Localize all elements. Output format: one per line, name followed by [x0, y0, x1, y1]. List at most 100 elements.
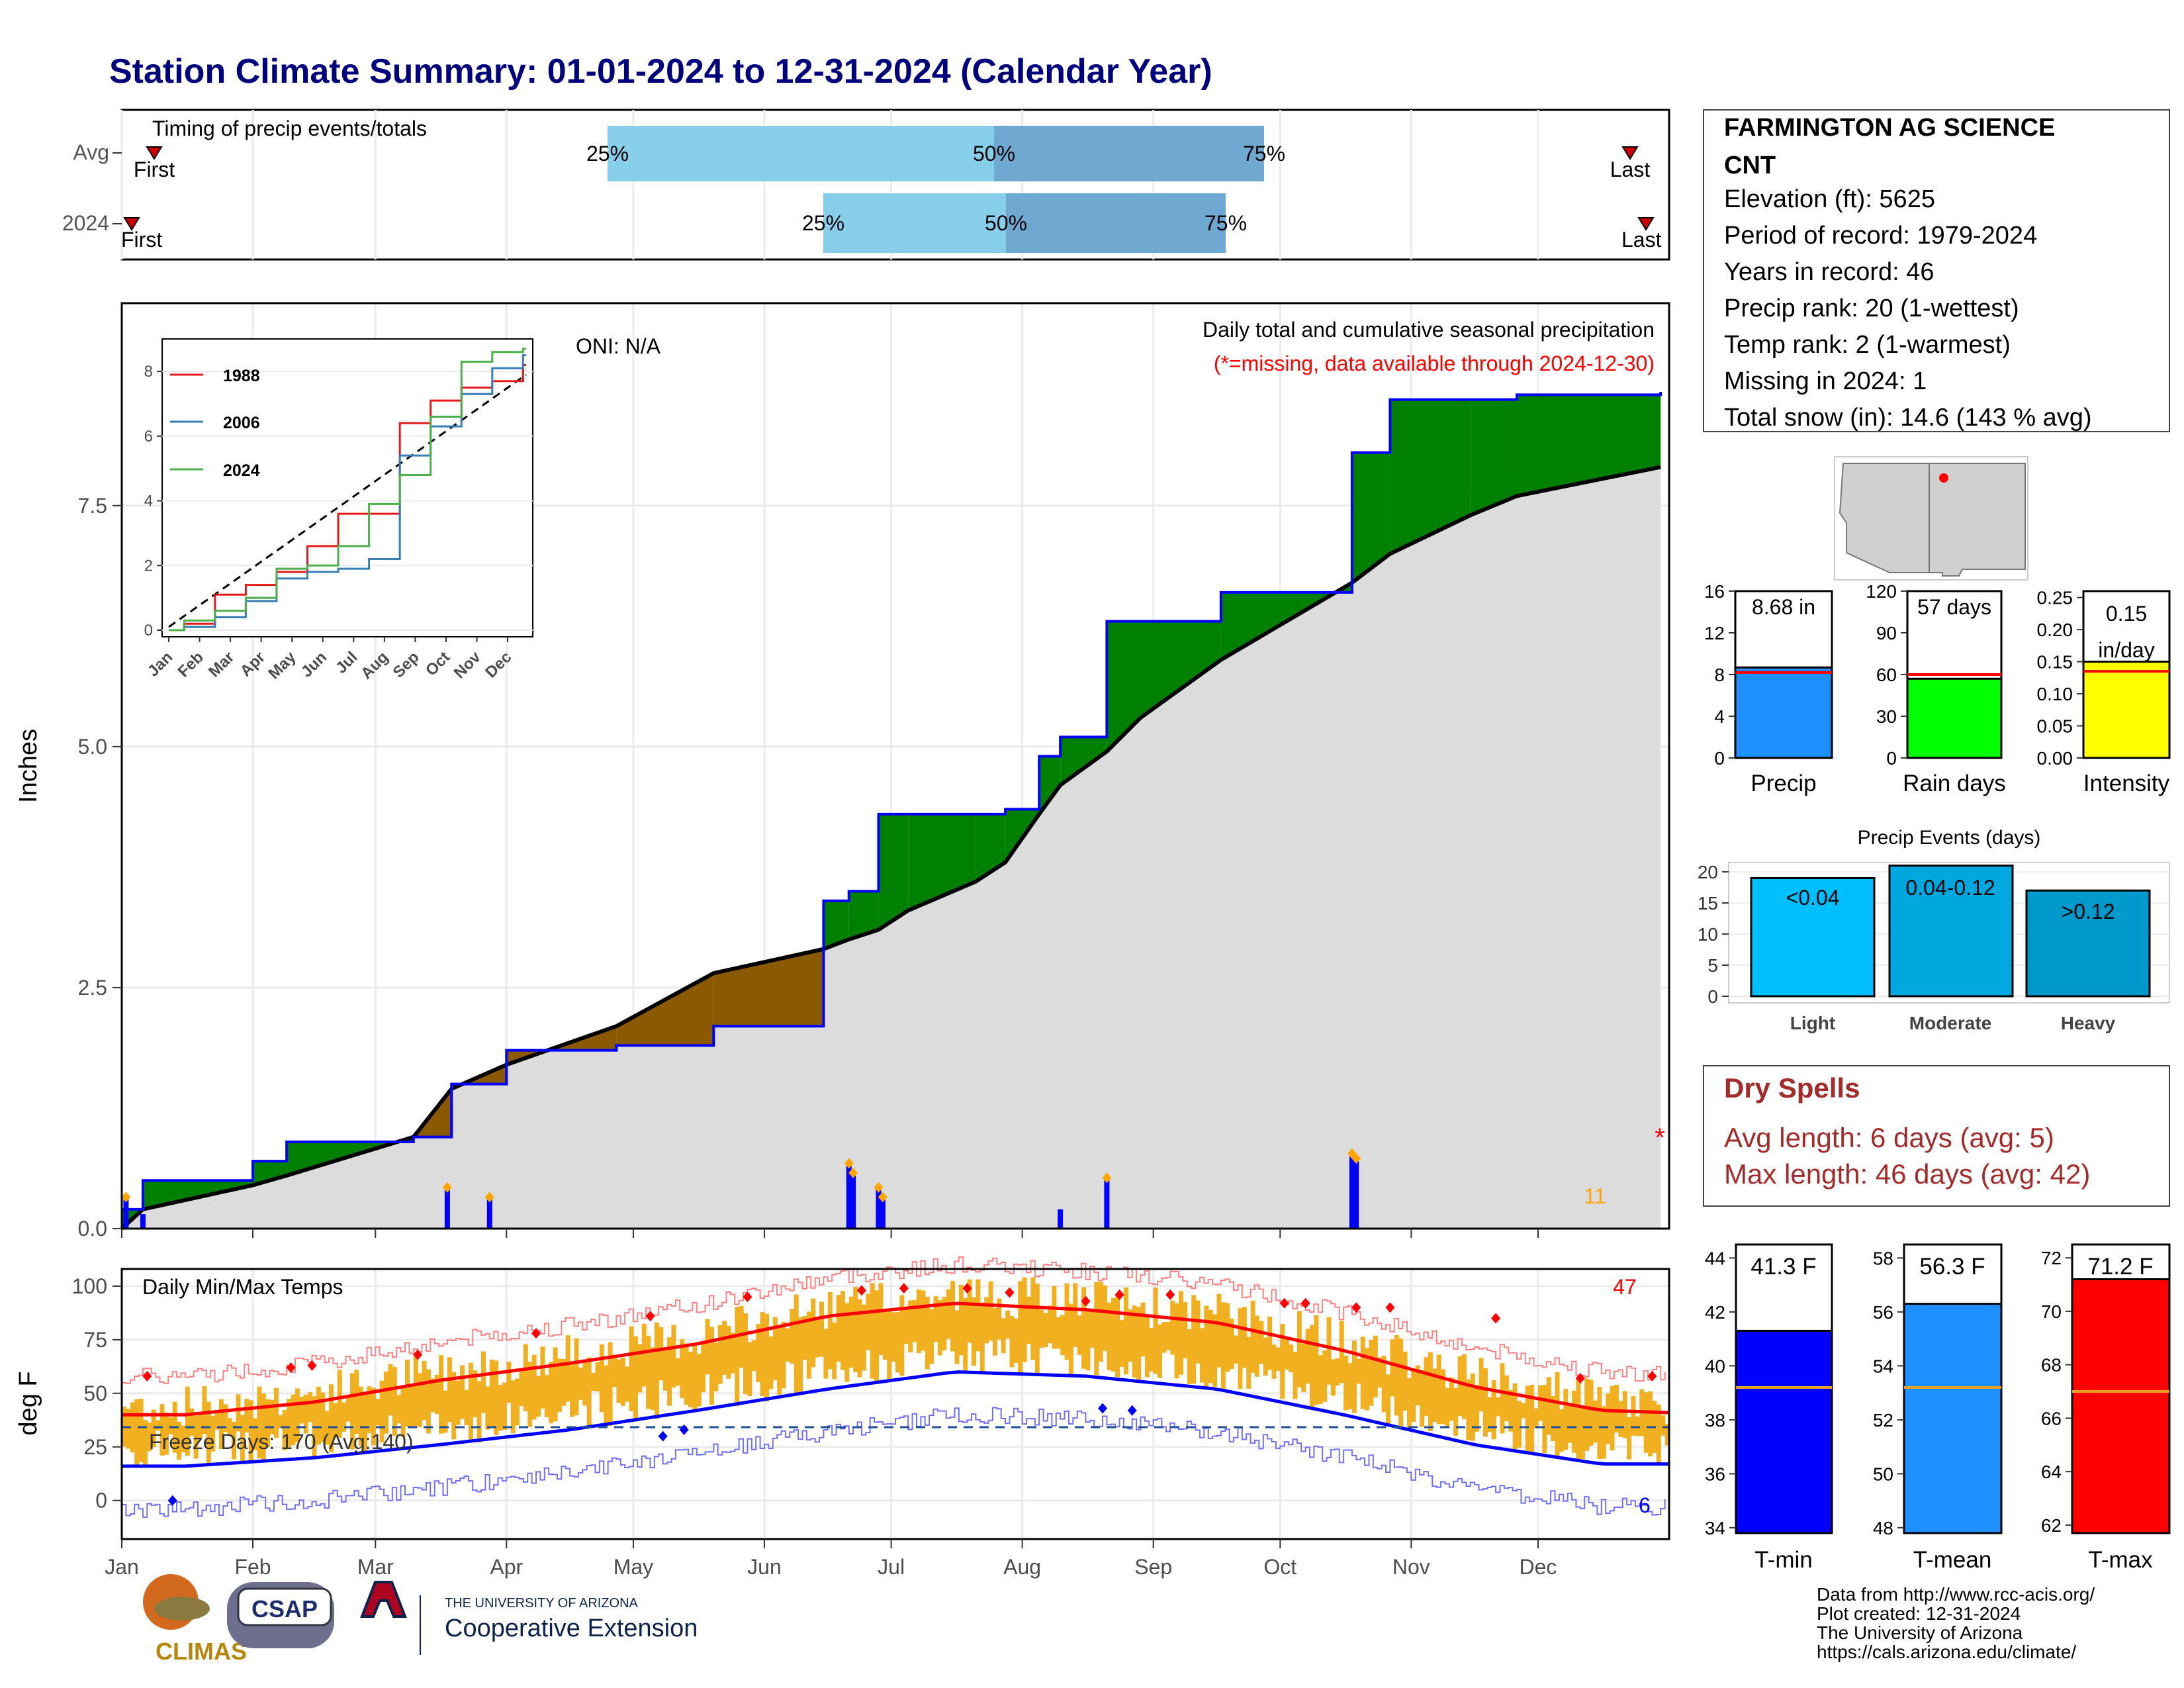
daily-temp-bar [1343, 1355, 1349, 1411]
daily-temp-bar [291, 1394, 296, 1446]
daily-temp-bar [662, 1347, 668, 1391]
daily-temp-bar [253, 1418, 258, 1450]
daily-temp-bar [1115, 1294, 1120, 1378]
locator-map [1834, 456, 2028, 581]
summary-tick-label: 70 [2041, 1301, 2062, 1322]
daily-temp-bar [384, 1371, 389, 1434]
daily-temp-bar [1170, 1300, 1175, 1355]
daily-temp-bar [1034, 1284, 1040, 1376]
daily-temp-bar [223, 1404, 228, 1432]
freeze-days-label: Freeze Days: 170 (Avg:140) [149, 1430, 414, 1454]
daily-temp-bar [857, 1299, 862, 1378]
daily-temp-bar [1428, 1352, 1433, 1431]
daily-temp-bar [1238, 1308, 1243, 1389]
daily-temp-bar [925, 1297, 930, 1370]
precip-summary-ticks: 0 4 8 12 16 [1704, 581, 1735, 769]
daily-temp-bar [1060, 1315, 1066, 1356]
inset-series-2006 [169, 354, 526, 632]
daily-temp-bar [1533, 1408, 1539, 1429]
daily-temp-bar [853, 1286, 858, 1372]
precip-y-axis: 0.0 2.5 5.0 7.5 [78, 494, 1539, 1241]
daily-temp-bar [570, 1363, 575, 1417]
record-high-marker [899, 1283, 909, 1294]
daily-temp-bar [971, 1297, 976, 1366]
daily-temp-bar [409, 1386, 414, 1428]
daily-temp-bar [1191, 1295, 1197, 1384]
avg-cum-area [122, 467, 1661, 1229]
daily-temp-bar [303, 1394, 308, 1434]
daily-temp-bar [1512, 1383, 1518, 1450]
station-years: Years in record: 46 [1724, 258, 1934, 286]
timing-avg-q50-label: 50% [973, 142, 1015, 165]
record-min-line [121, 1407, 1666, 1518]
daily-temp-bar [878, 1283, 884, 1356]
daily-temp-bar [958, 1284, 964, 1356]
precip-panel-title: Daily total and cumulative seasonal prec… [1203, 318, 1655, 342]
daily-precip-markers [121, 1148, 1361, 1203]
daily-temp-bar [367, 1386, 372, 1433]
daily-temp-bar [1631, 1395, 1636, 1436]
daily-temp-bar [709, 1327, 714, 1405]
dry-spells-avg: Avg length: 6 days (avg: 5) [1724, 1122, 2054, 1153]
daily-temp-bar [544, 1375, 549, 1418]
precip-ytick-label: 5.0 [78, 735, 107, 759]
daily-temp-bar [659, 1327, 664, 1381]
daily-temp-bar [1212, 1314, 1218, 1387]
summary-tick-label: 40 [1705, 1356, 1725, 1376]
daily-temp-bar [616, 1359, 621, 1403]
summary-tick-label: 0.25 [2037, 588, 2073, 608]
temp-panel: 0 25 50 75 100 Jan Feb Mar Apr May Jun Jul Aug Sep Oc… [15, 1256, 1670, 1579]
daily-temp-bar [1136, 1307, 1142, 1383]
daily-temp-bar [811, 1298, 816, 1368]
daily-temp-bar [1593, 1400, 1598, 1443]
csap-text: CSAP [251, 1595, 318, 1622]
dry-spells-frame [1703, 1065, 2170, 1207]
wet-fill-segment [878, 814, 909, 930]
ua-university-text: THE UNIVERSITY OF ARIZONA [445, 1596, 639, 1611]
temp-ytick-label: 25 [83, 1435, 107, 1459]
daily-temp-bar [1555, 1372, 1560, 1458]
inset-ytick-label: 0 [144, 622, 153, 639]
daily-temp-bar [684, 1343, 689, 1405]
daily-temp-bar [1263, 1337, 1268, 1376]
daily-count-label: 11 [1584, 1184, 1606, 1208]
daily-temp-bar [1165, 1321, 1171, 1350]
station-elevation: Elevation (ft): 5625 [1724, 185, 1935, 213]
intensity-summary-bar [2082, 661, 2171, 759]
wet-fill-segment [1140, 621, 1221, 718]
daily-temp-bar [701, 1342, 706, 1393]
daily-temp-bar [777, 1327, 782, 1395]
daily-temp-bar [1436, 1354, 1441, 1425]
daily-temp-bar [1326, 1317, 1332, 1385]
daily-temp-bar [126, 1408, 131, 1449]
daily-temp-bar [633, 1336, 638, 1422]
summary-tick-label: 72 [2041, 1248, 2062, 1268]
daily-temp-bar [473, 1370, 478, 1417]
daily-temp-bar [206, 1401, 211, 1466]
tmin-summary-ticks: 34 36 38 40 42 44 [1705, 1248, 1736, 1538]
daily-temp-bar [337, 1370, 342, 1438]
daily-temp-bar [273, 1388, 279, 1438]
record-low-marker [658, 1430, 668, 1442]
temp-ytick-label: 75 [83, 1328, 107, 1352]
daily-temp-bar [1318, 1355, 1323, 1404]
event-tick-label: 0 [1707, 986, 1718, 1007]
daily-temp-bar [1246, 1336, 1251, 1389]
daily-temp-bar [159, 1404, 165, 1456]
tmean-summary-bar [1903, 1303, 2003, 1534]
timing-avg-first-marker [146, 146, 163, 160]
daily-temp-bar [984, 1297, 989, 1344]
record-low-marker [1098, 1403, 1108, 1414]
timing-row-avg: Avg [73, 140, 109, 164]
daily-temp-bar [967, 1279, 972, 1343]
temp-frame [120, 1268, 1670, 1540]
summary-tick-label: 0.00 [2037, 748, 2073, 769]
daily-temp-bar [418, 1373, 423, 1428]
temp-xtick-label: Jun [747, 1555, 782, 1579]
intensity-summary-value: 0.15 [2106, 602, 2147, 626]
precip-ytick-label: 0.0 [78, 1217, 107, 1241]
daily-temp-bar [181, 1425, 186, 1453]
wet-fill-segment [908, 814, 976, 911]
daily-temp-bar [1610, 1385, 1615, 1451]
daily-temp-bar [963, 1298, 968, 1372]
